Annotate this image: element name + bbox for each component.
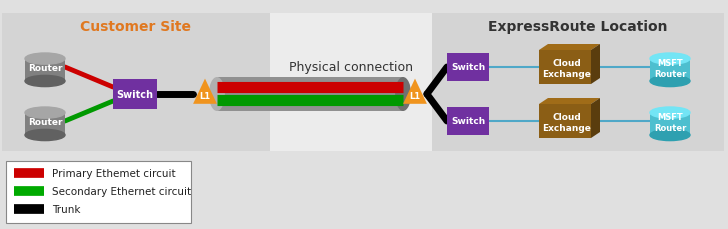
Polygon shape [539,45,600,51]
Text: L1: L1 [409,92,421,101]
Polygon shape [591,45,600,85]
Ellipse shape [650,108,690,119]
FancyBboxPatch shape [650,113,690,135]
FancyBboxPatch shape [217,78,403,112]
FancyBboxPatch shape [25,59,65,82]
Text: ExpressRoute Location: ExpressRoute Location [488,20,668,34]
Polygon shape [539,98,600,105]
Text: Physical connection: Physical connection [289,61,413,74]
Text: Primary Ethemet circuit: Primary Ethemet circuit [52,168,175,178]
Text: MSFT
Router: MSFT Router [654,113,687,132]
Polygon shape [591,98,600,138]
Text: Router: Router [28,118,63,127]
FancyBboxPatch shape [6,161,191,223]
Ellipse shape [25,76,65,87]
Text: Trunk: Trunk [52,204,81,214]
FancyBboxPatch shape [25,113,65,135]
Ellipse shape [209,78,225,112]
Text: Switch: Switch [451,117,485,126]
Ellipse shape [650,130,690,141]
Text: Secondary Ethernet circuit: Secondary Ethernet circuit [52,186,191,196]
Ellipse shape [650,76,690,87]
FancyBboxPatch shape [447,54,489,82]
Text: Cloud
Exchange: Cloud Exchange [542,59,591,78]
Text: MSFT
Router: MSFT Router [654,59,687,78]
FancyBboxPatch shape [539,51,591,85]
Text: Customer Site: Customer Site [81,20,191,34]
Text: Switch: Switch [116,90,154,100]
Ellipse shape [25,108,65,119]
FancyBboxPatch shape [432,14,724,151]
FancyBboxPatch shape [539,105,591,138]
Text: L1: L1 [199,92,210,101]
FancyBboxPatch shape [270,14,432,151]
Ellipse shape [650,54,690,65]
Text: Router: Router [28,64,63,73]
Polygon shape [403,79,427,104]
FancyBboxPatch shape [447,108,489,135]
Text: Cloud
Exchange: Cloud Exchange [542,113,591,132]
FancyBboxPatch shape [113,80,157,109]
FancyBboxPatch shape [650,59,690,82]
Ellipse shape [25,130,65,141]
Polygon shape [193,79,217,104]
Ellipse shape [395,78,411,112]
FancyBboxPatch shape [2,14,270,151]
Ellipse shape [25,54,65,65]
Text: Switch: Switch [451,63,485,72]
